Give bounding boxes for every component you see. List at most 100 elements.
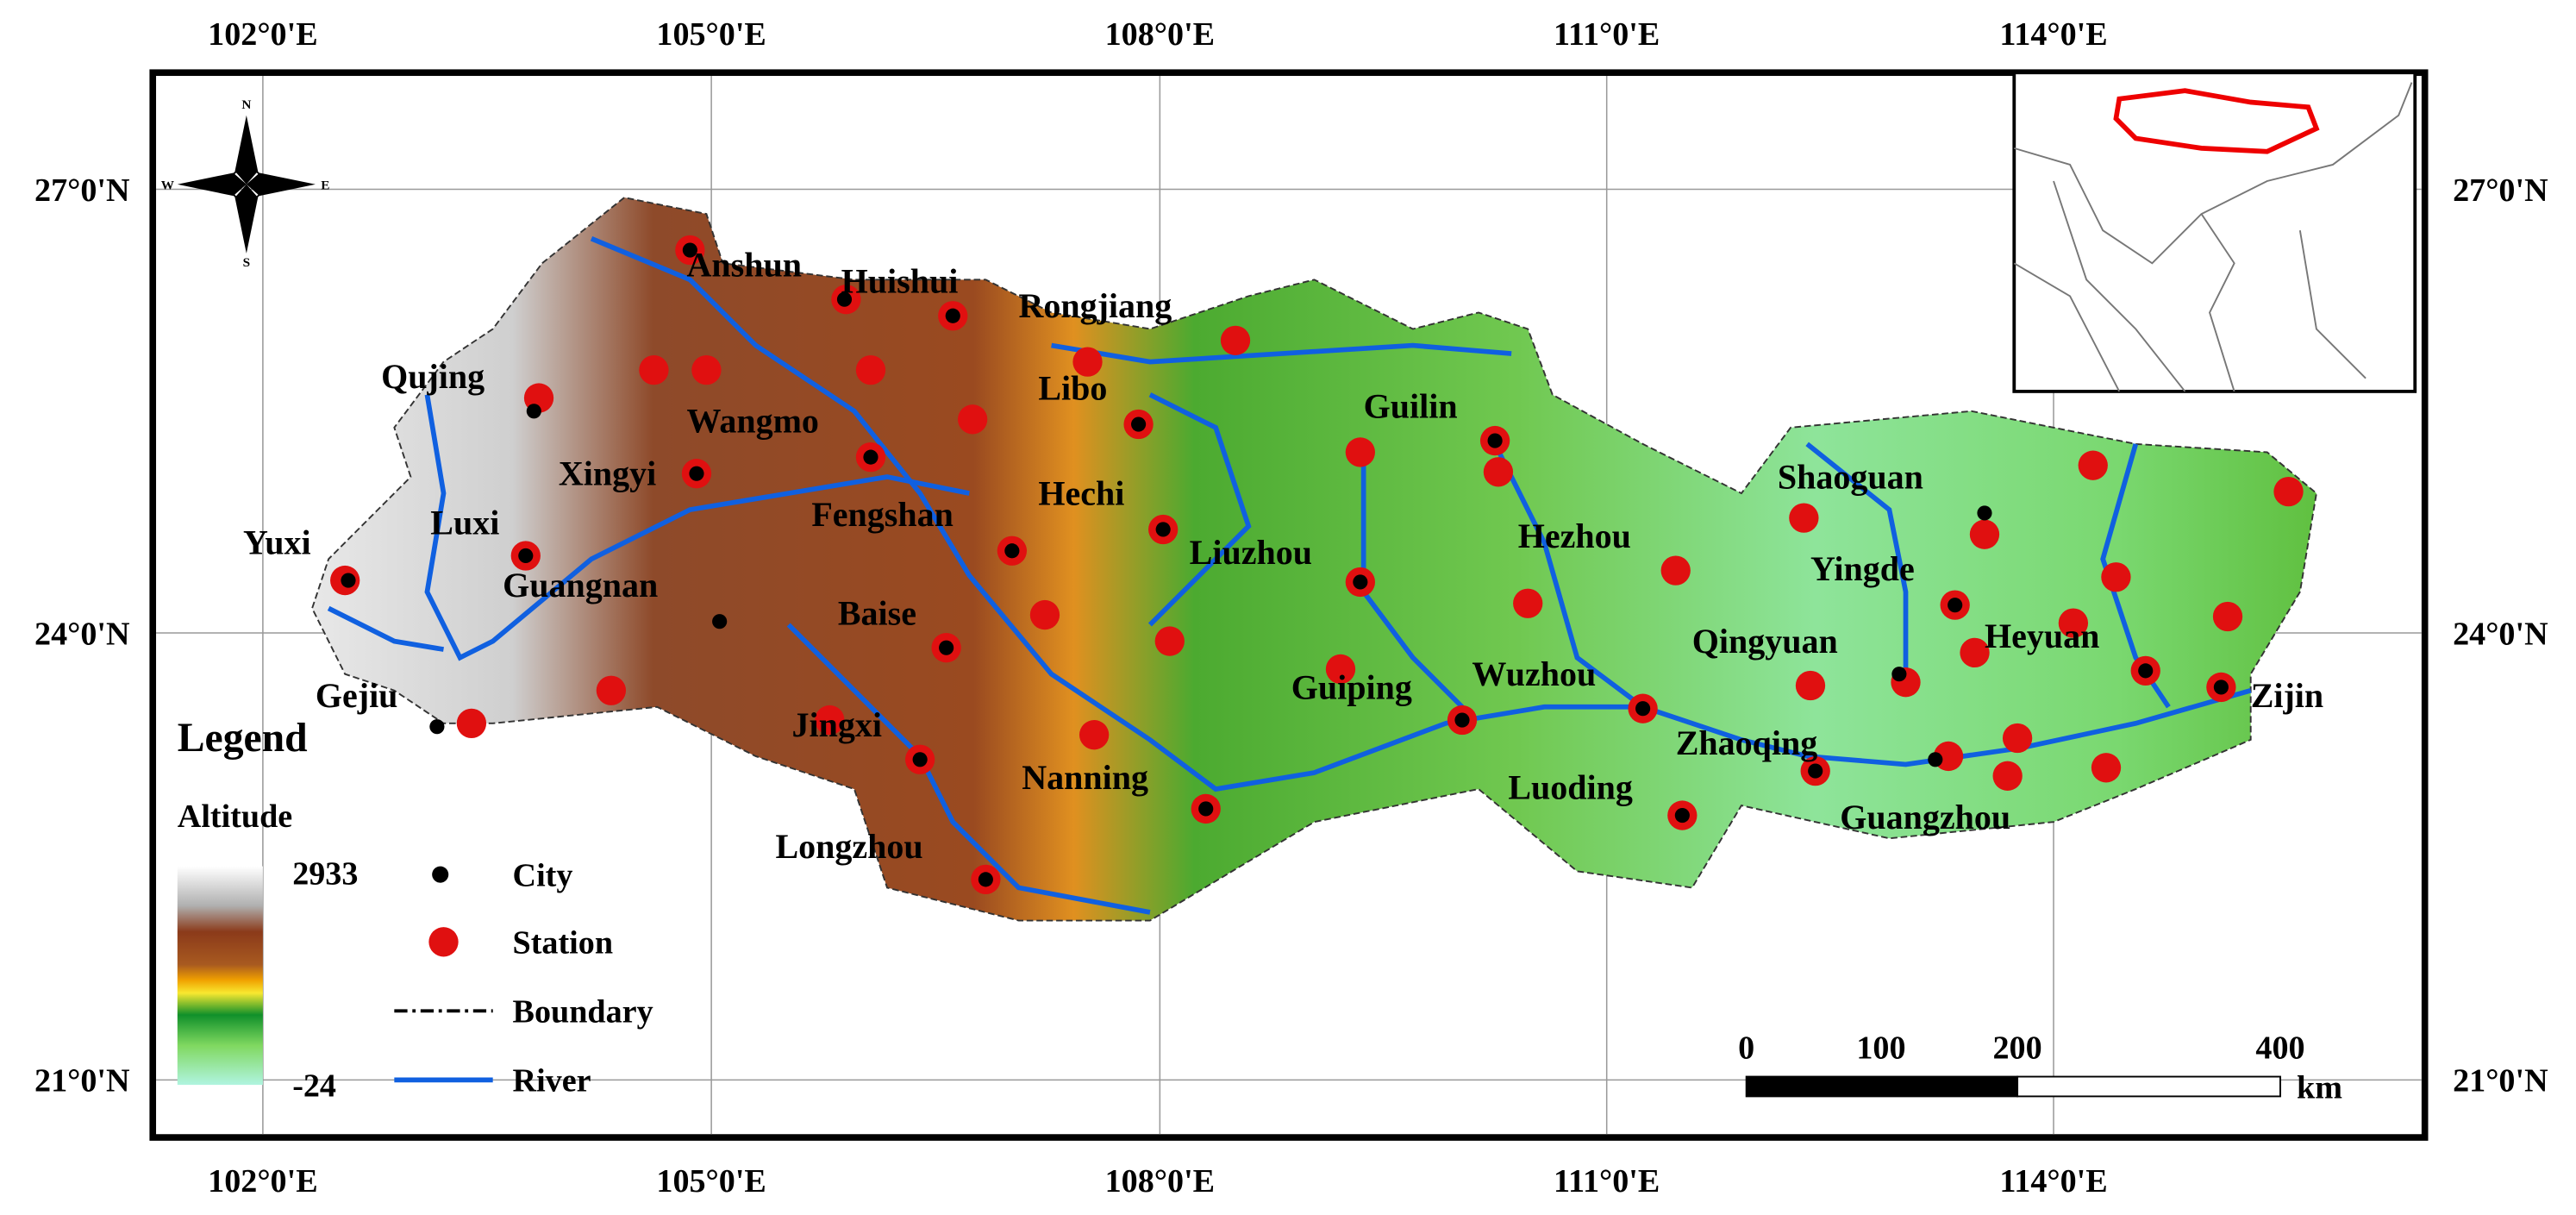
legend-item: Boundary	[513, 994, 653, 1030]
scale-tick: 0	[1738, 1030, 1754, 1067]
city-point	[1353, 574, 1368, 590]
station	[1660, 555, 1691, 586]
longitude-label: 111°0'E	[1554, 1163, 1660, 1199]
city-point	[429, 719, 445, 735]
city-point	[518, 548, 534, 564]
city-label: Rongjiang	[1018, 286, 1172, 325]
city-point	[912, 752, 928, 767]
city-point	[526, 404, 541, 419]
station	[2101, 562, 2131, 592]
city-label: Guangzhou	[1840, 798, 2010, 836]
station	[855, 354, 886, 385]
longitude-label: 108°0'E	[1105, 1163, 1215, 1199]
city-point	[1808, 763, 1823, 779]
latitude-label: 24°0'N	[2453, 616, 2548, 652]
station	[1789, 503, 1819, 533]
river	[1360, 460, 1465, 709]
longitude-label: 102°0'E	[208, 16, 317, 53]
longitude-label: 105°0'E	[656, 16, 766, 53]
city-label: Wuzhou	[1472, 654, 1596, 693]
longitude-label: 102°0'E	[208, 1163, 317, 1199]
scale-bar-black	[1745, 1075, 2019, 1098]
basin	[311, 197, 2317, 922]
city-label: Gejiu	[316, 676, 398, 715]
city-label: Zhaoqing	[1676, 723, 1818, 762]
city-point	[863, 449, 878, 465]
station	[456, 708, 487, 738]
station	[691, 354, 722, 385]
latitude-label: 24°0'N	[34, 616, 130, 652]
city-point	[1454, 712, 1470, 728]
city-point	[2213, 680, 2229, 695]
station	[1220, 325, 1251, 355]
inset-basin	[2113, 88, 2320, 154]
city-label: Yuxi	[243, 523, 311, 562]
river	[327, 605, 444, 652]
city-label: Zijin	[2251, 676, 2323, 715]
city-point	[712, 614, 728, 629]
station	[1154, 626, 1185, 656]
city-point	[1487, 433, 1503, 448]
legend-station-symbol	[428, 927, 459, 957]
river	[590, 236, 2252, 792]
station	[1992, 761, 2023, 791]
latitude-label: 27°0'N	[2453, 172, 2548, 209]
scale-bar-white	[2016, 1075, 2281, 1098]
city-point	[1977, 505, 1992, 521]
station	[1960, 637, 1990, 668]
city-label: Hechi	[1038, 473, 1124, 512]
altitude-title: Altitude	[178, 799, 292, 835]
city-label: Libo	[1038, 368, 1107, 407]
city-point	[1891, 667, 1907, 682]
city-point	[978, 872, 993, 887]
city-label: Guiping	[1291, 667, 1412, 706]
compass-letter: W	[161, 178, 174, 193]
river	[1492, 442, 1645, 710]
legend-title: Legend	[178, 716, 308, 761]
city-point	[1198, 801, 1214, 817]
altitude-max: 2933	[292, 856, 358, 892]
city-point	[836, 291, 853, 307]
station	[815, 705, 845, 736]
station	[1483, 457, 1514, 487]
city-point	[1674, 807, 1690, 824]
station	[1969, 519, 2000, 549]
city-label: Luoding	[1508, 768, 1633, 807]
station	[1795, 670, 1826, 701]
rivers	[327, 236, 2252, 915]
station	[2002, 723, 2033, 754]
station	[1345, 437, 1375, 467]
station	[2091, 753, 2122, 783]
city-label: Nanning	[1022, 758, 1148, 797]
river	[1147, 392, 1252, 627]
longitude-label: 108°0'E	[1105, 16, 1215, 53]
city-label: Xingyi	[559, 454, 656, 493]
city-point	[1155, 522, 1171, 537]
river	[786, 623, 1151, 915]
longitude-label: 105°0'E	[656, 1163, 766, 1199]
scale-tick: 200	[1993, 1030, 2042, 1067]
city-label: Fengshan	[811, 495, 953, 534]
compass-letter: N	[241, 97, 251, 112]
compass	[177, 115, 316, 254]
legend-item: River	[513, 1063, 591, 1099]
city-point	[1928, 752, 1943, 767]
river	[424, 394, 970, 661]
scale-tick: 400	[2255, 1030, 2304, 1067]
city-label: Yingde	[1810, 549, 1915, 588]
city-point	[682, 242, 697, 258]
city-label: Hezhou	[1518, 517, 1631, 555]
latitude-label: 21°0'N	[2453, 1063, 2548, 1099]
scale-unit: km	[2297, 1069, 2342, 1105]
city-label: Jingxi	[792, 705, 882, 744]
city-label: Qujing	[381, 357, 485, 396]
station	[2212, 601, 2243, 632]
city-point	[2138, 663, 2154, 679]
city-label: Wangmo	[687, 402, 819, 441]
inset-borders	[2013, 82, 2413, 392]
city-point	[945, 308, 960, 323]
altitude-colorbar	[177, 866, 263, 1086]
station	[2273, 477, 2304, 507]
